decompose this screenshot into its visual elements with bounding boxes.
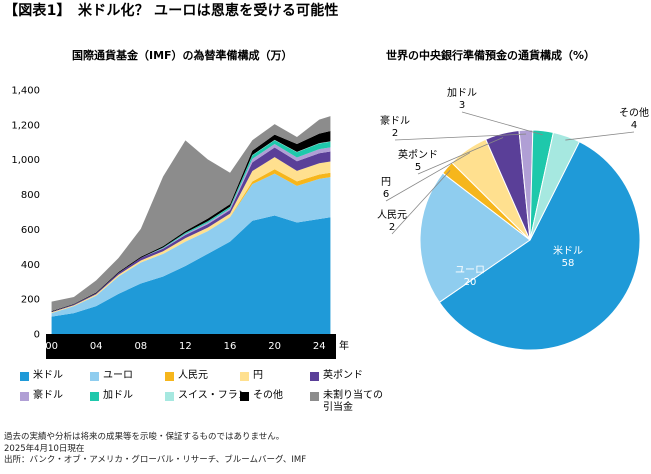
x-tick-label: 12: [179, 341, 192, 352]
area-series-4: [51, 157, 331, 314]
page-title: 【図表1】 米ドル化？ ユーロは恩恵を受ける可能性: [4, 3, 339, 19]
legend-label: 加ドル: [103, 390, 133, 401]
footnote-source: 出所：バンク・オブ・アメリカ・グローバル・リサーチ、ブルームバーグ、IMF: [4, 455, 307, 465]
area-series-9: [51, 130, 331, 312]
legend-label: 未割り当ての 引当金: [323, 390, 383, 413]
y-tick-label: 0: [34, 330, 40, 341]
legend-swatch: [310, 372, 319, 381]
legend-swatch: [240, 372, 249, 381]
footnote-disclaimer: 過去の実績や分析は将来の成果等を示唆・保証するものではありません。: [4, 432, 285, 442]
y-tick-label: 1,000: [11, 155, 40, 166]
legend-swatch: [310, 392, 319, 401]
x-axis-band: [46, 334, 336, 359]
pie-leader-line: [385, 152, 471, 202]
legend-label: 人民元: [178, 370, 208, 381]
pie-slice-1: [438, 141, 641, 351]
legend-swatch: [165, 372, 174, 381]
y-tick-label: 200: [21, 295, 40, 306]
y-tick-label: 600: [21, 225, 40, 236]
pie-label-name: 英ポンド: [398, 148, 438, 161]
pie-label-name: ユーロ: [455, 265, 485, 276]
x-tick-label: 04: [90, 341, 103, 352]
pie-label-name: 米ドル: [553, 244, 583, 257]
pie-label-value: 2: [389, 222, 395, 233]
pie-label-value: 4: [631, 120, 637, 131]
pie-label-value: 3: [459, 100, 465, 111]
footnotes: 過去の実績や分析は将来の成果等を示唆・保証するものではありません。 2025年4…: [4, 432, 306, 467]
pie-label-value: 2: [392, 128, 398, 139]
y-tick-label: 1,200: [11, 120, 40, 131]
pie-slice-2: [419, 172, 531, 304]
footnote-date: 2025年4月10日現在: [4, 443, 85, 454]
legend-label: 豪ドル: [33, 390, 63, 401]
legend-label: スイス・フラン: [178, 390, 248, 401]
x-tick-label: 00: [45, 341, 58, 352]
legend-label: 円: [253, 370, 263, 381]
x-tick-label: 16: [224, 341, 237, 352]
area-series-3: [51, 169, 331, 314]
pie-leader-line: [417, 137, 504, 175]
x-axis-unit: 年: [339, 339, 349, 352]
legend-swatch: [90, 372, 99, 381]
pie-leader-line: [565, 131, 635, 141]
pie-label-name: 人民元: [377, 209, 407, 221]
pie-leader-line: [461, 111, 543, 136]
x-tick-label: 20: [268, 341, 281, 352]
pie-label-value: 5: [415, 162, 421, 173]
area-series-10: [51, 116, 331, 312]
y-tick-label: 800: [21, 190, 40, 201]
legend-label: ユーロ: [103, 370, 133, 381]
pie-label-value: 6: [383, 189, 389, 200]
legend-swatch: [20, 372, 29, 381]
legend-swatch: [20, 392, 29, 401]
legend-swatch: [240, 392, 249, 401]
legend-swatch: [165, 392, 174, 401]
pie-label-name: 円: [381, 177, 391, 188]
area-chart-title: 国際通貨基金（IMF）の為替準備構成（万）: [72, 49, 293, 62]
pie-label-value: 20: [464, 277, 477, 288]
pie-leader-line: [394, 133, 527, 141]
pie-label-value: 58: [562, 258, 575, 269]
pie-label-name: 加ドル: [447, 87, 477, 99]
pie-slice-8: [529, 131, 581, 241]
pie-label-name: その他: [619, 106, 649, 119]
legend-swatch: [90, 392, 99, 401]
legend-label: その他: [253, 390, 283, 401]
legend-label: 英ポンド: [323, 370, 363, 381]
pie-chart-title: 世界の中央銀行準備預金の通貨構成（%）: [386, 49, 596, 62]
x-tick-label: 08: [134, 341, 147, 352]
area-series-2: [51, 173, 331, 317]
x-tick-label: 24: [313, 341, 326, 352]
legend-label: 米ドル: [33, 370, 63, 381]
pie-leader-line: [391, 170, 451, 235]
y-tick-label: 400: [21, 260, 40, 271]
area-series-1: [51, 215, 331, 334]
area-series-5: [51, 147, 331, 313]
pie-label-name: 豪ドル: [380, 114, 410, 127]
y-tick-label: 1,400: [11, 86, 40, 97]
